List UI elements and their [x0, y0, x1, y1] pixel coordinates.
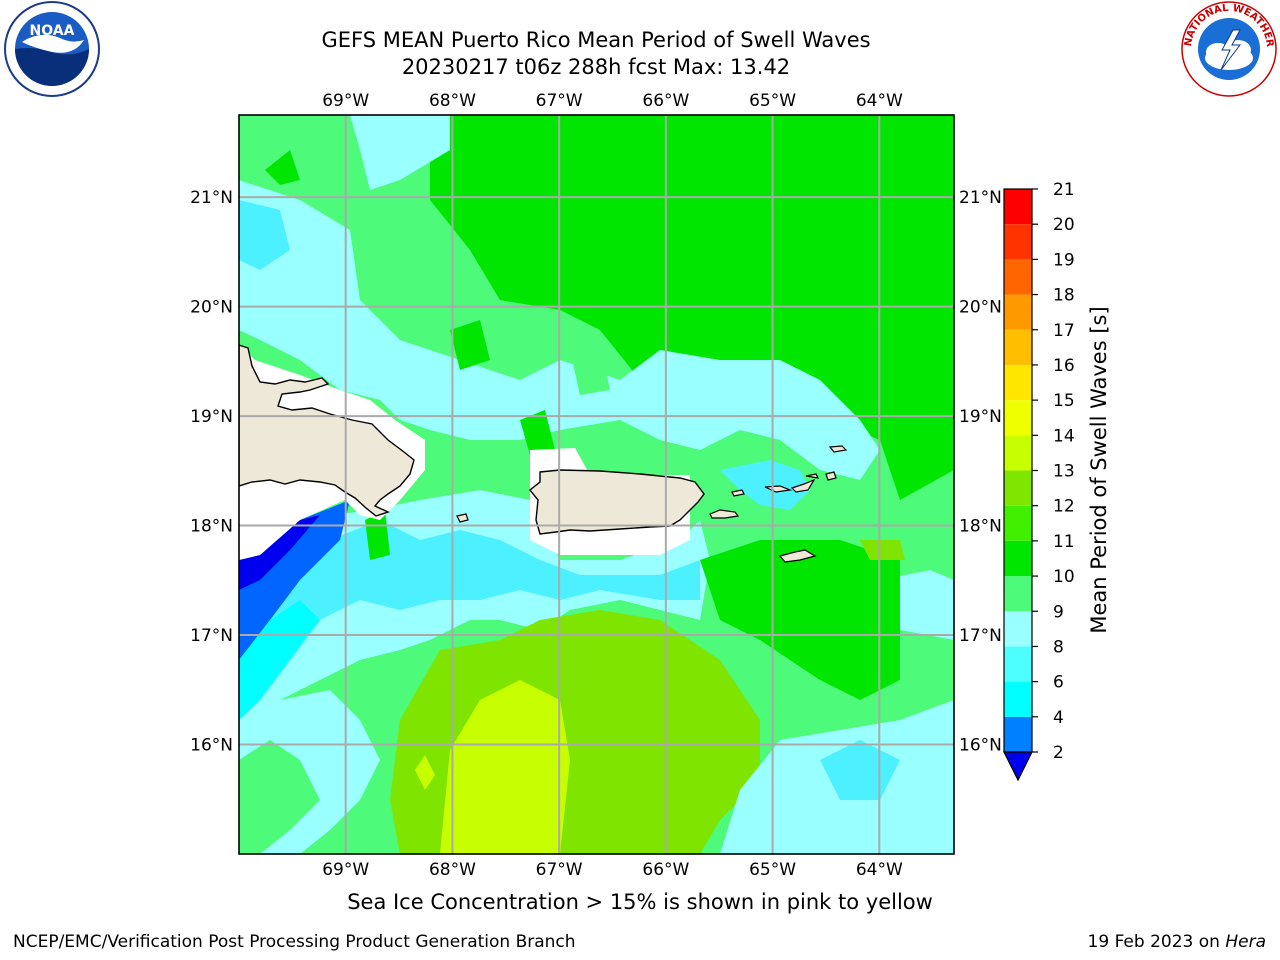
- colorbar-tick-label: 15: [1053, 391, 1075, 411]
- footer-left: NCEP/EMC/Verification Post Processing Pr…: [13, 932, 576, 952]
- colorbar-segment: [1004, 505, 1032, 541]
- colorbar-tick-label: 19: [1053, 250, 1075, 270]
- colorbar-segment: [1004, 329, 1032, 365]
- colorbar-tick-label: 10: [1053, 567, 1075, 587]
- colorbar-segment: [1004, 681, 1032, 717]
- colorbar-segment: [1004, 611, 1032, 647]
- colorbar-segment: [1004, 716, 1032, 752]
- lat-label-right: 17°N: [959, 626, 1002, 646]
- land: [239, 344, 848, 563]
- lon-label-bottom: 66°W: [642, 860, 689, 880]
- noaa-logo-text: NOAA: [30, 23, 75, 39]
- lat-label-left: 19°N: [190, 407, 233, 427]
- map-gridlines: [239, 115, 954, 854]
- nws-logo-icon: NATIONAL WEATHER SERVICE: [1178, 0, 1277, 97]
- colorbar-tick-label: 21: [1053, 180, 1075, 200]
- colorbar-tick-label: 6: [1053, 673, 1064, 693]
- lon-label-top: 68°W: [429, 91, 476, 111]
- colorbar-segment: [1004, 364, 1032, 401]
- colorbar-tick-label: 13: [1053, 462, 1075, 482]
- lat-label-right: 21°N: [959, 188, 1002, 208]
- map-frame: [238, 114, 955, 855]
- lon-label-bottom: 69°W: [322, 860, 369, 880]
- lat-label-right: 18°N: [959, 517, 1002, 537]
- footer-date: 19 Feb 2023 on: [1087, 932, 1226, 952]
- colorbar-segment: [1004, 189, 1032, 225]
- sea-ice-caption: Sea Ice Concentration > 15% is shown in …: [347, 890, 933, 914]
- lat-label-left: 16°N: [190, 736, 233, 756]
- colorbar-segment: [1004, 646, 1032, 682]
- footer-host: Hera: [1225, 932, 1266, 952]
- lat-label-left: 18°N: [190, 517, 233, 537]
- colorbar-tick-label: 2: [1053, 743, 1064, 763]
- footer-right: 19 Feb 2023 on Hera: [1088, 932, 1266, 952]
- colorbar-label: Mean Period of Swell Waves [s]: [1087, 306, 1111, 633]
- colorbar-tick-label: 17: [1053, 321, 1075, 341]
- colorbar-tick-label: 18: [1053, 286, 1075, 306]
- lat-label-right: 19°N: [959, 407, 1002, 427]
- lon-label-bottom: 68°W: [429, 860, 476, 880]
- lon-label-bottom: 67°W: [536, 860, 583, 880]
- chart-title: GEFS MEAN Puerto Rico Mean Period of Swe…: [321, 28, 871, 52]
- colorbar-segment: [1004, 294, 1032, 330]
- colorbar-segment: [1004, 400, 1032, 436]
- lat-label-left: 21°N: [190, 188, 233, 208]
- colorbar-segment: [1004, 540, 1032, 577]
- lon-label-top: 67°W: [536, 91, 583, 111]
- colorbar-segment: [1004, 435, 1032, 471]
- colorbar-segment: [1004, 224, 1032, 260]
- colorbar-segment: [1004, 576, 1032, 612]
- map-tick-labels: 69°W 69°W 68°W 68°W 67°W 67°W 66°W 66°W 65°W 65°W…: [190, 91, 1002, 880]
- colorbar-tick-label: 16: [1053, 356, 1075, 376]
- chart-subtitle: 20230217 t06z 288h fcst Max: 13.42: [401, 55, 791, 79]
- lon-label-bottom: 65°W: [749, 860, 796, 880]
- lon-label-top: 66°W: [642, 91, 689, 111]
- colorbar: 2 4 6 8 9 10 11 12 13 14 15 16 17 18 19 20 21: [1003, 180, 1075, 782]
- colorbar-tick-label: 4: [1053, 708, 1064, 728]
- colorbar-tick-label: 8: [1053, 637, 1064, 657]
- lon-label-top: 64°W: [856, 91, 903, 111]
- lon-label-top: 69°W: [322, 91, 369, 111]
- colorbar-tick-label: 11: [1053, 532, 1075, 552]
- noaa-logo-icon: NOAA: [4, 1, 100, 97]
- colorbar-extend-arrow: [1003, 751, 1033, 782]
- lon-label-top: 65°W: [749, 91, 796, 111]
- colorbar-segment: [1004, 259, 1032, 295]
- lon-label-bottom: 64°W: [856, 860, 903, 880]
- colorbar-tick-label: 9: [1053, 602, 1064, 622]
- colorbar-tick-label: 20: [1053, 215, 1075, 235]
- lat-label-left: 17°N: [190, 626, 233, 646]
- lat-label-left: 20°N: [190, 298, 233, 318]
- colorbar-tick-label: 14: [1053, 426, 1075, 446]
- colorbar-segment: [1004, 470, 1032, 506]
- lat-label-right: 20°N: [959, 298, 1002, 318]
- colorbar-tick-label: 12: [1053, 497, 1075, 517]
- lat-label-right: 16°N: [959, 736, 1002, 756]
